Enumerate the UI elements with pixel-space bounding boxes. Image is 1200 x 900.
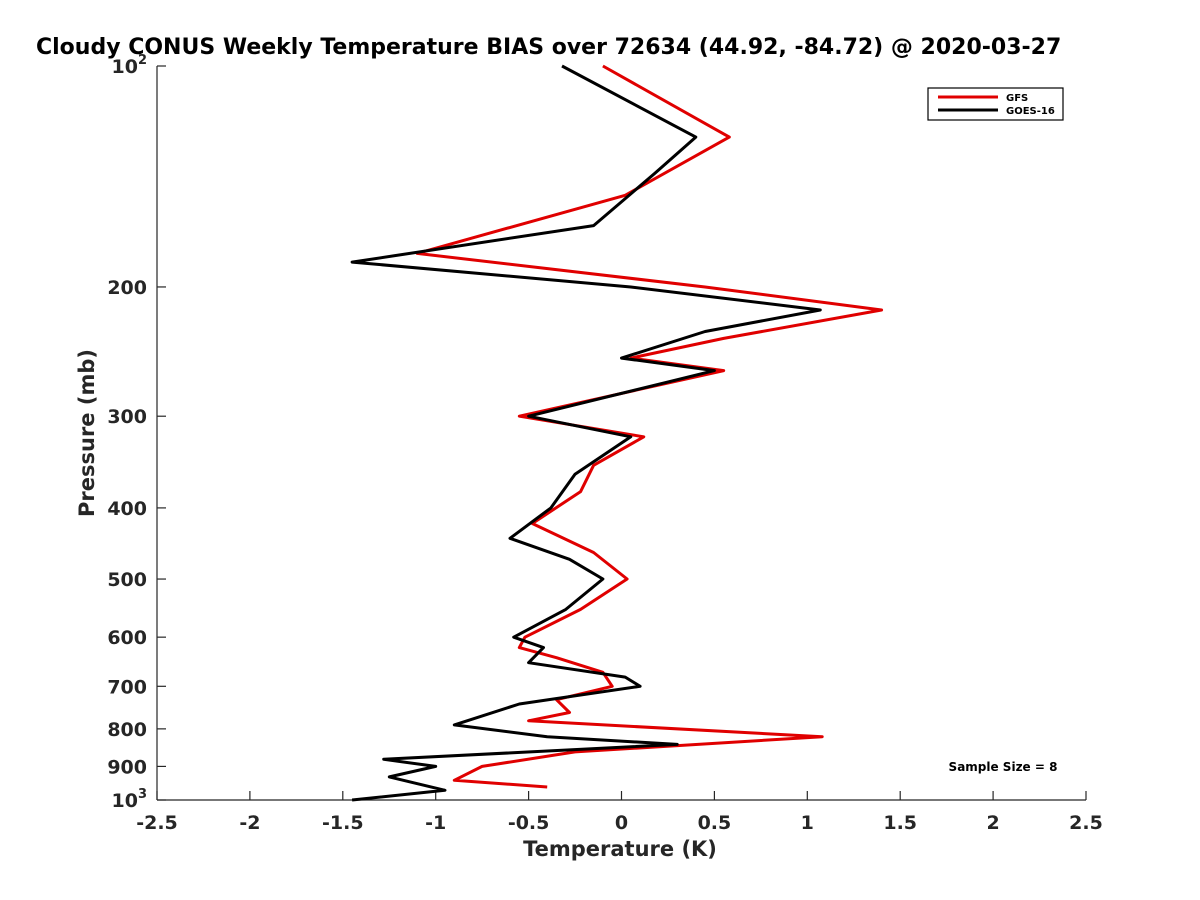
legend-box — [927, 87, 1064, 121]
x-tick-label: -0.5 — [508, 812, 550, 834]
legend-entry: GFS — [1006, 93, 1028, 104]
x-tick-label: 0.5 — [698, 812, 732, 834]
y-tick-label: 600 — [107, 627, 147, 649]
y-axis-ticks: 102 200 300 400 500 600 700 800 900 103 — [107, 53, 166, 812]
x-tick-label: -1.5 — [322, 812, 364, 834]
chart-title: Cloudy CONUS Weekly Temperature BIAS ove… — [36, 35, 1061, 60]
y-axis-label: Pressure (mb) — [75, 349, 99, 517]
sample-size-annotation: Sample Size = 8 — [949, 760, 1058, 774]
y-tick-label: 103 — [112, 787, 148, 812]
x-axis-ticks: -2.5 -2 -1.5 -1 -0.5 0 0.5 1 1.5 2 2.5 — [136, 791, 1103, 834]
series-lines — [350, 64, 884, 802]
y-tick-label: 200 — [107, 277, 147, 299]
y-tick-label: 400 — [107, 498, 147, 520]
series-line-goes-16 — [350, 64, 822, 802]
legend-entry: GOES-16 — [1006, 106, 1055, 117]
x-tick-label: 2 — [986, 812, 999, 834]
x-tick-label: 1.5 — [883, 812, 917, 834]
x-tick-label: -1 — [425, 812, 446, 834]
x-tick-label: -2 — [239, 812, 260, 834]
series-line-gfs — [415, 64, 884, 789]
y-tick-label: 800 — [107, 719, 147, 741]
x-tick-label: 0 — [615, 812, 628, 834]
y-tick-label: 500 — [107, 569, 147, 591]
y-tick-label: 900 — [107, 756, 147, 778]
x-tick-label: 2.5 — [1069, 812, 1103, 834]
legend: GFS GOES-16 — [927, 87, 1064, 121]
x-tick-label: -2.5 — [136, 812, 178, 834]
y-tick-label: 102 — [112, 53, 148, 78]
y-tick-label: 300 — [107, 406, 147, 428]
x-axis-label: Temperature (K) — [523, 837, 717, 861]
y-tick-label: 700 — [107, 676, 147, 698]
x-tick-label: 1 — [801, 812, 814, 834]
